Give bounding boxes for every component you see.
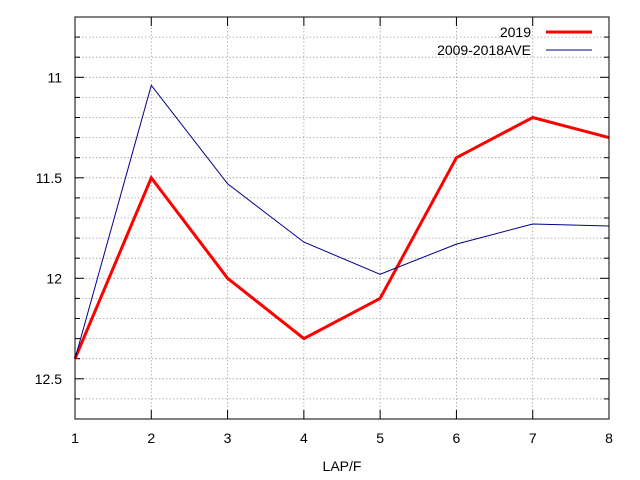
x-tick-label: 7 bbox=[529, 430, 537, 446]
x-tick-label: 4 bbox=[300, 430, 308, 446]
y-tick-label: 11.5 bbox=[36, 170, 62, 186]
plot-frame bbox=[74, 16, 610, 420]
series-lines bbox=[73, 84, 610, 360]
legend-label: 2019 bbox=[500, 24, 531, 40]
y-tick-label: 11 bbox=[47, 69, 62, 85]
y-tick-label: 12 bbox=[46, 270, 62, 286]
x-tick-label: 2 bbox=[147, 430, 155, 446]
axis-ticks bbox=[74, 17, 610, 419]
x-tick-label: 1 bbox=[71, 430, 79, 446]
x-tick-label: 8 bbox=[605, 430, 613, 446]
x-tick-label: 6 bbox=[453, 430, 461, 446]
series-line-current bbox=[73, 115, 610, 360]
x-axis-label: LAP/F bbox=[323, 458, 362, 474]
x-tick-label: 5 bbox=[376, 430, 384, 446]
grid bbox=[75, 17, 609, 419]
y-tick-label: 12.5 bbox=[35, 371, 62, 387]
series-line-average bbox=[74, 84, 610, 359]
x-tick-label: 3 bbox=[224, 430, 232, 446]
legend: 2019 2009-2018AVE bbox=[437, 24, 592, 58]
legend-label: 2009-2018AVE bbox=[437, 42, 531, 58]
